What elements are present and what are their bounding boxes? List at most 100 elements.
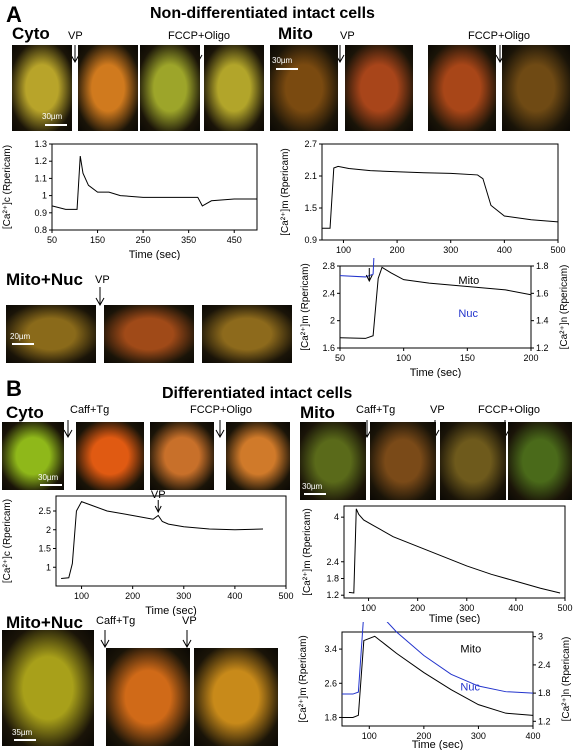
x-tick-label: 300 [459, 603, 474, 613]
y-tick-label: 1 [46, 562, 51, 572]
series-line [322, 165, 559, 229]
x-tick-label: 150 [90, 235, 105, 245]
a-mitonuc-annot-vp: VP [95, 274, 110, 286]
y-right-axis-label: [Ca²⁺]n (Rpericam) [561, 637, 572, 722]
a-mitonuc-scalebar [12, 343, 34, 345]
series-line [51, 155, 257, 210]
a-cyto-label: Cyto [12, 24, 50, 43]
y-right-tick-label: 1.6 [536, 288, 549, 298]
y-tick-label: 1.8 [326, 573, 339, 583]
y-tick-label: 2.4 [322, 288, 335, 298]
b-cyto-label: Cyto [6, 403, 44, 422]
x-tick-label: 500 [550, 245, 565, 255]
b-cyto-image-2 [76, 422, 144, 490]
a-cyto-scalebar-label: 30µm [42, 112, 63, 121]
y-tick-label: 0.9 [34, 208, 47, 218]
b-mito-scalebar [304, 493, 326, 495]
a-mito-image-1 [270, 45, 338, 131]
x-tick-label: 300 [443, 245, 458, 255]
x-axis-label: Time (sec) [429, 613, 481, 624]
b-mito-image-2 [370, 422, 436, 500]
y-axis-label: [Ca²⁺]c (Rpericam) [2, 145, 13, 229]
b-mitonuc-chart: 100 200 300 400 1.8 2.6 3.4 1.2 1.8 2.4 3 Time (sec… [298, 622, 572, 750]
y-right-tick-label: 1.8 [538, 688, 551, 698]
a-mitonuc-image-2 [104, 305, 194, 363]
x-axis-label: Time (sec) [410, 367, 462, 378]
y-tick-label: 2 [46, 525, 51, 535]
y-tick-label: 4 [334, 512, 339, 522]
a-mito-image-2 [345, 45, 413, 131]
b-mitonuc-label: Mito+Nuc [6, 613, 83, 632]
x-tick-label: 100 [336, 245, 351, 255]
a-mito-image-3 [428, 45, 496, 131]
x-tick-label: 500 [278, 591, 293, 601]
plot-frame [55, 495, 287, 587]
y-tick-label: 3.4 [324, 644, 337, 654]
x-tick-label: 50 [47, 235, 57, 245]
y-axis-label: [Ca²⁺]c (Rpericam) [2, 499, 13, 583]
a-mitonuc-image-3 [202, 305, 292, 363]
y-right-tick-label: 1.2 [536, 343, 549, 353]
series-line-mito [342, 635, 534, 718]
b-mitonuc-annot-caff: Caff+Tg [96, 615, 136, 627]
b-mitonuc-annot-vp: VP [182, 615, 197, 627]
x-tick-label: 200 [410, 603, 425, 613]
x-tick-label: 500 [557, 603, 572, 613]
x-tick-label: 200 [390, 245, 405, 255]
y-axis-label: [Ca²⁺]m (Rpericam) [280, 148, 291, 236]
y-tick-label: 1.2 [34, 156, 47, 166]
x-tick-label: 100 [396, 353, 411, 363]
y-tick-label: 1.1 [34, 173, 47, 183]
y-right-tick-label: 3 [538, 632, 543, 642]
y-tick-label: 1.2 [326, 590, 339, 600]
x-tick-label: 250 [136, 235, 151, 245]
x-tick-label: 400 [227, 591, 242, 601]
panel-a-title: Non-differentiated intact cells [150, 5, 375, 22]
a-mito-scalebar [276, 68, 298, 70]
b-cyto-arrows [63, 420, 225, 439]
x-tick-label: 400 [497, 245, 512, 255]
series-label-mito: Mito [460, 644, 481, 656]
a-mito-chart: 100 200 300 400 500 0.9 1.5 2.1 2.7 [Ca²⁺]m (Rper… [280, 139, 566, 255]
y-tick-label: 1.3 [34, 139, 47, 149]
a-cyto-annot-fccp: FCCP+Oligo [168, 30, 231, 42]
x-tick-label: 300 [176, 591, 191, 601]
y-tick-label: 0.8 [34, 225, 47, 235]
b-mito-image-4 [508, 422, 572, 500]
a-mitonuc-scalebar-label: 20µm [10, 332, 31, 341]
x-axis-label: Time (sec) [145, 605, 197, 616]
x-tick-label: 350 [181, 235, 196, 245]
stimulus-arrow [365, 268, 373, 283]
plot-frame [341, 631, 534, 727]
y-right-tick-label: 1.4 [536, 316, 549, 326]
a-mitonuc-chart: 50 100 150 200 1.6 2 2.4 2.8 1.2 1.4 1.6 1.8 Time (s… [300, 258, 570, 378]
b-mitonuc-image-2 [106, 648, 190, 746]
x-tick-label: 200 [523, 353, 538, 363]
a-mito-scalebar-label: 30µm [272, 56, 293, 65]
plot-frame [343, 505, 566, 599]
series-line-mito [339, 266, 532, 339]
a-mitonuc-image-1 [6, 305, 96, 363]
a-mito-label: Mito [278, 24, 313, 43]
b-mito-image-3 [440, 422, 506, 500]
plot-frame [339, 265, 532, 349]
b-cyto-annot-fccp: FCCP+Oligo [190, 404, 253, 416]
y-axis-label: [Ca²⁺]m (Rpericam) [300, 263, 311, 351]
y-tick-label: 2.8 [322, 261, 335, 271]
a-cyto-chart: 50 150 250 350 450 0.8 0.9 1 1.1 1.2 1.3 Time (sec)… [2, 139, 258, 260]
series-line [348, 508, 561, 594]
annotation-arrow [154, 500, 162, 514]
x-tick-label: 100 [74, 591, 89, 601]
a-mito-annot-fccp: FCCP+Oligo [468, 30, 531, 42]
y-tick-label: 2.1 [304, 171, 317, 181]
b-mito-annot-caff: Caff+Tg [356, 404, 396, 416]
b-mitonuc-scalebar [14, 739, 36, 741]
x-axis-label: Time (sec) [129, 249, 181, 260]
b-cyto-scalebar [40, 484, 62, 486]
y-tick-label: 1.5 [304, 203, 317, 213]
a-cyto-image-2 [78, 45, 138, 131]
panel-b-letter: B [6, 376, 22, 401]
x-tick-label: 300 [471, 731, 486, 741]
plot-frame [321, 143, 559, 241]
b-mitonuc-image-1 [2, 630, 94, 746]
